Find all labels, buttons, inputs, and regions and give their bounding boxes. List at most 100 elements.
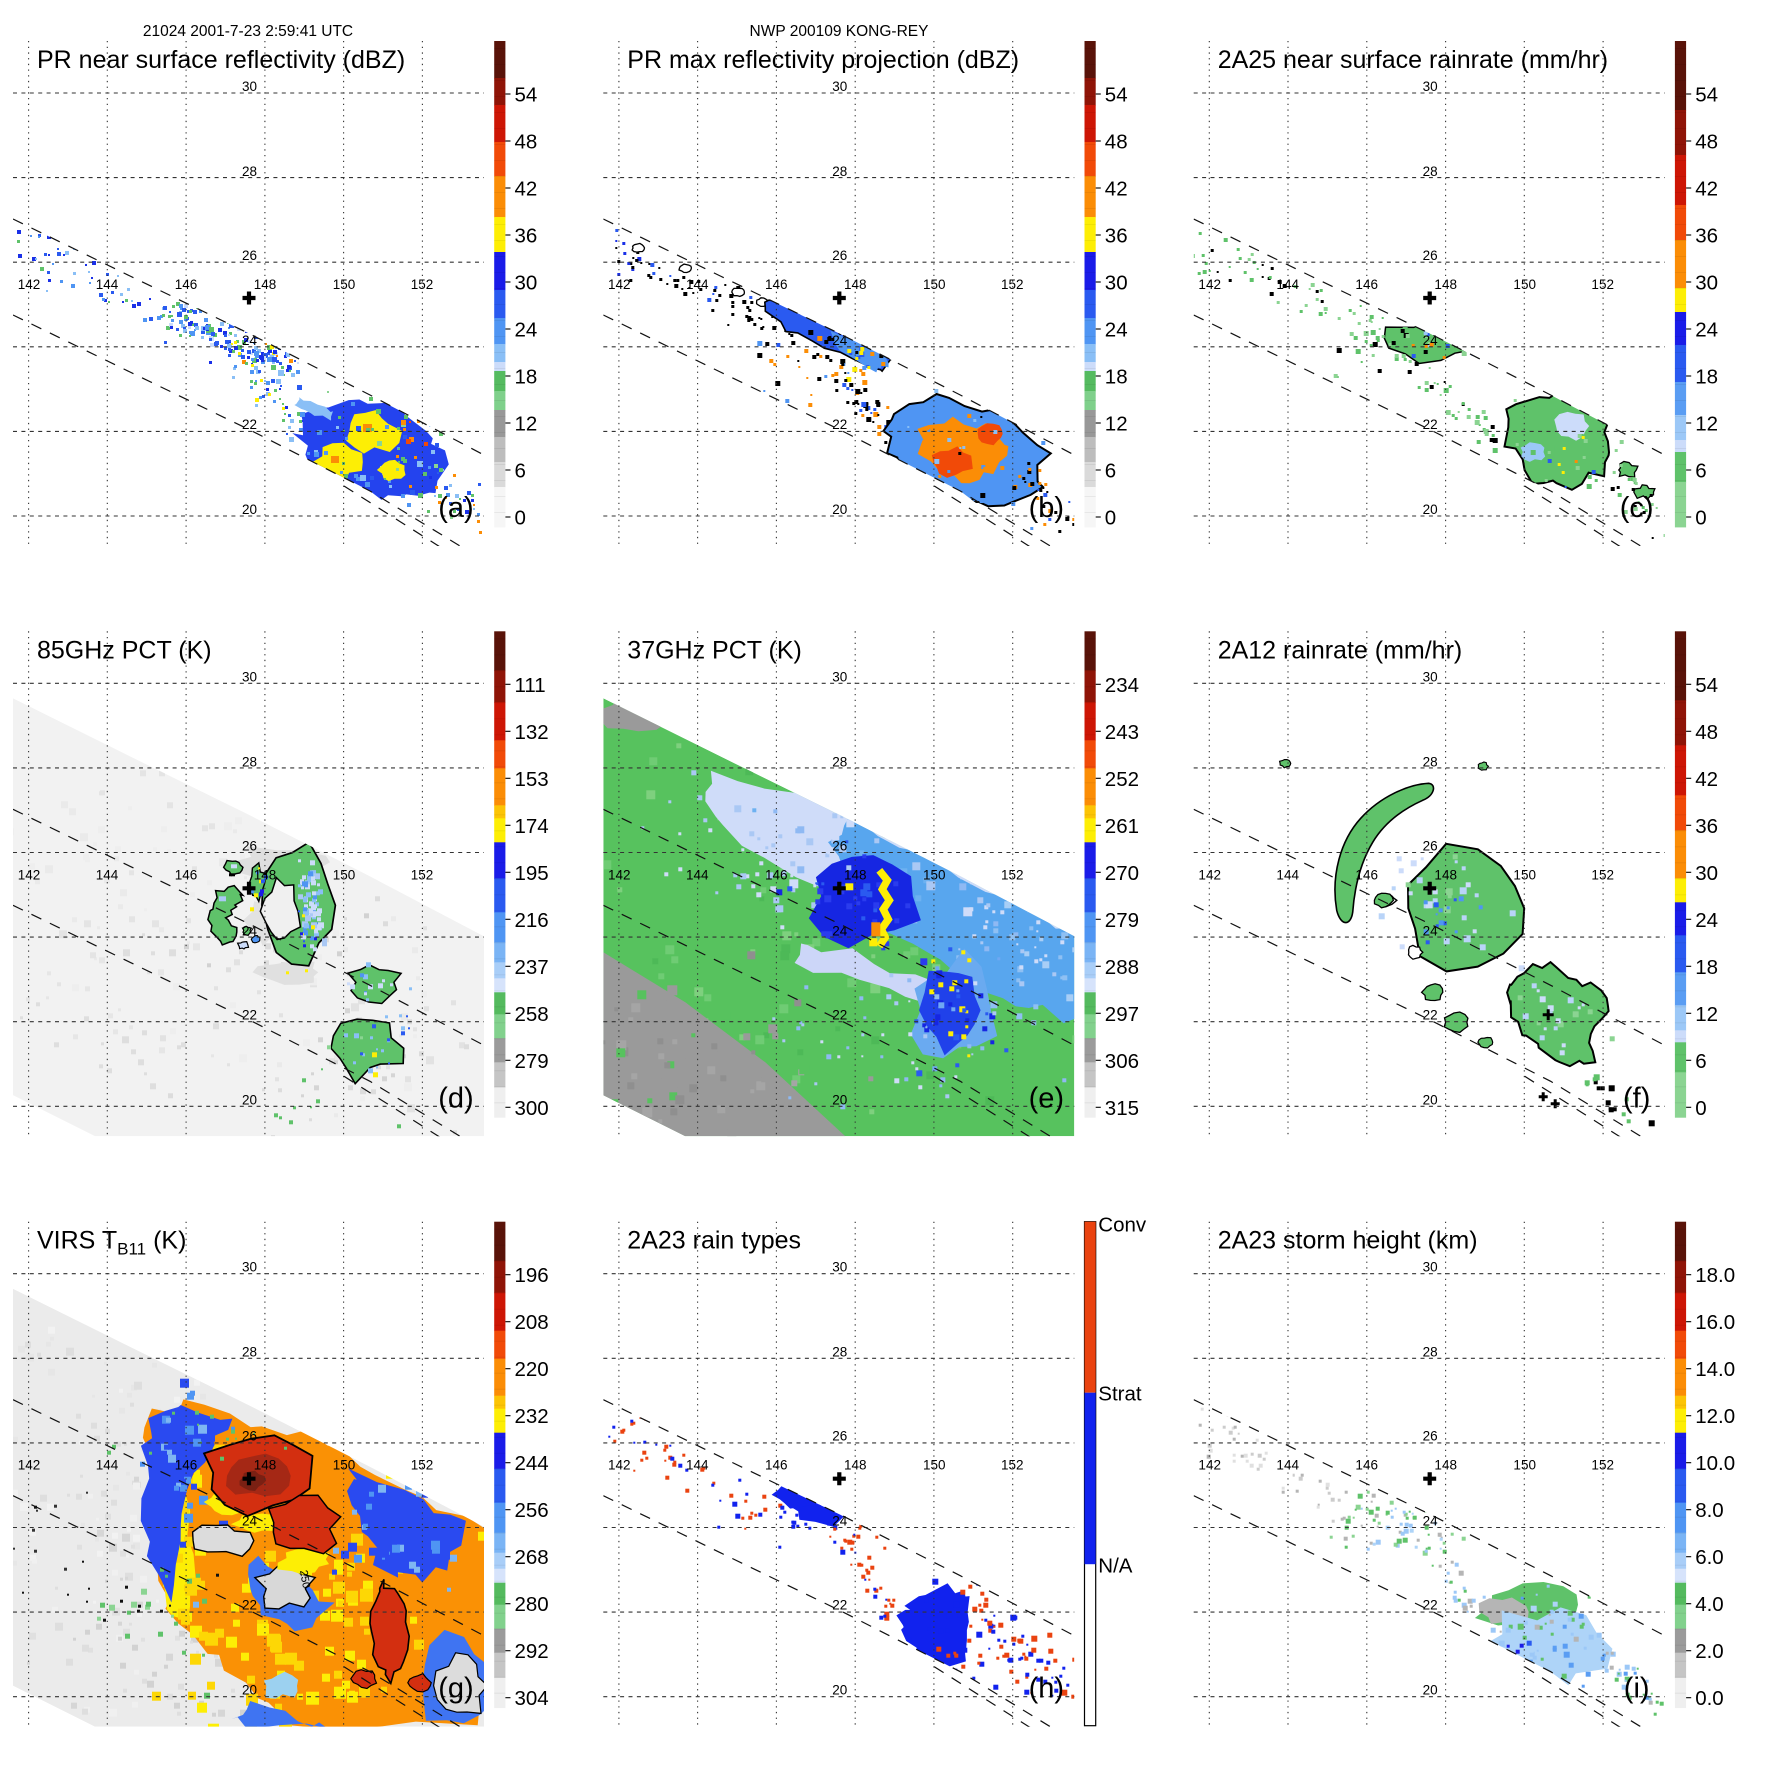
svg-text:Conv: Conv xyxy=(1098,1214,1147,1237)
svg-text:(a): (a) xyxy=(438,492,473,524)
svg-text:2.0: 2.0 xyxy=(1695,1640,1724,1663)
svg-text:148: 148 xyxy=(254,1458,277,1473)
svg-text:(e): (e) xyxy=(1029,1082,1064,1114)
svg-text:14.0: 14.0 xyxy=(1695,1358,1735,1381)
svg-text:2A25 near surface rainrate (mm: 2A25 near surface rainrate (mm/hr) xyxy=(1218,46,1608,74)
svg-text:150: 150 xyxy=(923,1458,946,1473)
svg-text:26: 26 xyxy=(242,838,257,853)
svg-text:132: 132 xyxy=(515,721,549,744)
svg-text:6: 6 xyxy=(1695,460,1706,483)
svg-text:(c): (c) xyxy=(1620,492,1654,524)
svg-text:208: 208 xyxy=(515,1311,549,1334)
svg-text:30: 30 xyxy=(1105,272,1128,295)
svg-text:2A23 rain types: 2A23 rain types xyxy=(627,1227,801,1255)
svg-text:22: 22 xyxy=(1423,1598,1438,1613)
svg-text:243: 243 xyxy=(1105,721,1139,744)
svg-text:12: 12 xyxy=(1695,1003,1718,1026)
svg-text:142: 142 xyxy=(18,867,41,882)
svg-text:28: 28 xyxy=(832,754,847,769)
svg-text:146: 146 xyxy=(1355,277,1378,292)
svg-text:216: 216 xyxy=(515,909,549,932)
svg-text:28: 28 xyxy=(832,164,847,179)
svg-text:PR max reflectivity projection: PR max reflectivity projection (dBZ) xyxy=(627,46,1019,74)
svg-text:4.0: 4.0 xyxy=(1695,1593,1724,1616)
svg-text:196: 196 xyxy=(515,1264,549,1287)
svg-text:20: 20 xyxy=(1423,1683,1438,1698)
svg-text:144: 144 xyxy=(1276,867,1299,882)
svg-text:20: 20 xyxy=(1423,1092,1438,1107)
svg-text:22: 22 xyxy=(1423,417,1438,432)
svg-text:26: 26 xyxy=(1423,248,1438,263)
svg-text:N/A: N/A xyxy=(1098,1555,1133,1578)
svg-text:142: 142 xyxy=(608,1458,631,1473)
svg-text:12: 12 xyxy=(1695,413,1718,436)
svg-text:152: 152 xyxy=(411,867,434,882)
svg-text:148: 148 xyxy=(1434,1458,1457,1473)
svg-text:36: 36 xyxy=(1695,225,1718,248)
svg-text:142: 142 xyxy=(18,277,41,292)
svg-text:148: 148 xyxy=(254,867,277,882)
svg-text:6: 6 xyxy=(515,460,526,483)
svg-text:26: 26 xyxy=(242,1429,257,1444)
svg-text:42: 42 xyxy=(1105,178,1128,201)
svg-text:42: 42 xyxy=(1695,768,1718,791)
svg-text:24: 24 xyxy=(1423,333,1439,348)
svg-text:234: 234 xyxy=(1105,674,1139,697)
svg-text:20: 20 xyxy=(832,502,847,517)
svg-text:NWP 200109 KONG-REY: NWP 200109 KONG-REY xyxy=(750,23,929,40)
svg-text:258: 258 xyxy=(515,1003,549,1026)
svg-text:28: 28 xyxy=(1423,1345,1438,1360)
svg-text:232: 232 xyxy=(515,1405,549,1428)
svg-text:0: 0 xyxy=(1695,507,1706,530)
svg-text:142: 142 xyxy=(608,277,631,292)
svg-text:18.0: 18.0 xyxy=(1695,1264,1735,1287)
svg-text:20: 20 xyxy=(242,1092,257,1107)
svg-text:36: 36 xyxy=(515,225,538,248)
svg-text:22: 22 xyxy=(832,1598,847,1613)
svg-text:22: 22 xyxy=(832,417,847,432)
svg-text:252: 252 xyxy=(1105,768,1139,791)
svg-text:279: 279 xyxy=(515,1050,549,1073)
svg-text:8.0: 8.0 xyxy=(1695,1499,1724,1522)
svg-text:10.0: 10.0 xyxy=(1695,1452,1735,1475)
svg-text:142: 142 xyxy=(608,867,631,882)
svg-text:144: 144 xyxy=(686,277,709,292)
svg-text:18: 18 xyxy=(1695,956,1718,979)
svg-text:(h): (h) xyxy=(1029,1673,1064,1705)
svg-text:153: 153 xyxy=(515,768,549,791)
svg-text:20: 20 xyxy=(832,1092,847,1107)
svg-text:315: 315 xyxy=(1105,1097,1139,1120)
svg-text:48: 48 xyxy=(1695,721,1718,744)
svg-text:48: 48 xyxy=(515,131,538,154)
svg-text:144: 144 xyxy=(96,277,119,292)
svg-text:152: 152 xyxy=(1001,1458,1024,1473)
svg-text:22: 22 xyxy=(242,1598,257,1613)
svg-text:148: 148 xyxy=(1434,277,1457,292)
svg-text:152: 152 xyxy=(1001,277,1024,292)
svg-text:20: 20 xyxy=(1423,502,1438,517)
svg-text:30: 30 xyxy=(515,272,538,295)
svg-text:30: 30 xyxy=(832,669,847,684)
svg-text:20: 20 xyxy=(242,502,257,517)
svg-text:26: 26 xyxy=(832,838,847,853)
svg-text:36: 36 xyxy=(1105,225,1128,248)
svg-text:30: 30 xyxy=(242,79,257,94)
svg-text:(i): (i) xyxy=(1624,1673,1650,1705)
svg-text:36: 36 xyxy=(1695,815,1718,838)
svg-text:152: 152 xyxy=(1591,277,1614,292)
svg-text:300: 300 xyxy=(515,1097,549,1120)
svg-text:152: 152 xyxy=(1591,867,1614,882)
svg-text:24: 24 xyxy=(832,1514,848,1529)
svg-text:30: 30 xyxy=(1695,272,1718,295)
svg-text:24: 24 xyxy=(242,923,258,938)
svg-text:0.0: 0.0 xyxy=(1695,1687,1724,1710)
svg-text:237: 237 xyxy=(515,956,549,979)
svg-text:150: 150 xyxy=(333,277,356,292)
svg-text:28: 28 xyxy=(242,1345,257,1360)
svg-text:20: 20 xyxy=(832,1683,847,1698)
svg-text:48: 48 xyxy=(1105,131,1128,154)
svg-text:261: 261 xyxy=(1105,815,1139,838)
svg-text:30: 30 xyxy=(1423,79,1438,94)
svg-text:150: 150 xyxy=(1513,1458,1536,1473)
svg-text:146: 146 xyxy=(175,277,198,292)
